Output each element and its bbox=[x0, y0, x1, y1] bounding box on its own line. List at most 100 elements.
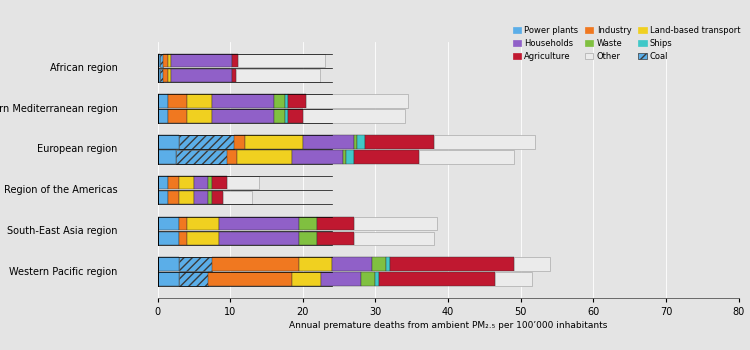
Bar bbox=[212, 191, 223, 204]
Bar bbox=[292, 272, 321, 286]
Bar bbox=[274, 109, 285, 123]
Bar bbox=[236, 69, 320, 82]
Bar bbox=[354, 150, 419, 164]
Bar bbox=[299, 257, 332, 271]
Bar bbox=[209, 176, 212, 189]
Bar bbox=[187, 217, 219, 230]
Bar bbox=[232, 69, 236, 82]
Bar bbox=[372, 257, 386, 271]
Bar bbox=[158, 150, 176, 164]
Bar bbox=[187, 232, 219, 245]
Bar bbox=[514, 257, 550, 271]
Bar bbox=[212, 94, 274, 108]
Bar bbox=[307, 94, 408, 108]
Bar bbox=[303, 135, 354, 149]
Bar bbox=[158, 94, 169, 108]
Bar bbox=[354, 217, 437, 230]
Bar bbox=[357, 135, 364, 149]
Bar bbox=[386, 257, 390, 271]
Bar bbox=[163, 69, 169, 82]
Bar bbox=[226, 150, 238, 164]
Bar bbox=[179, 191, 194, 204]
Bar bbox=[379, 272, 495, 286]
Bar bbox=[158, 135, 179, 149]
Bar bbox=[317, 232, 354, 245]
Text: South-East Asia region: South-East Asia region bbox=[7, 226, 118, 236]
Bar bbox=[285, 94, 288, 108]
Bar bbox=[179, 217, 187, 230]
Bar bbox=[158, 54, 160, 67]
Bar bbox=[158, 69, 160, 82]
Bar bbox=[187, 94, 212, 108]
Bar bbox=[343, 150, 346, 164]
Bar bbox=[169, 94, 187, 108]
Bar bbox=[354, 135, 357, 149]
Bar bbox=[170, 54, 232, 67]
Bar bbox=[212, 257, 299, 271]
Bar bbox=[317, 217, 354, 230]
Text: Western Pacific region: Western Pacific region bbox=[9, 267, 118, 276]
Bar bbox=[433, 135, 536, 149]
Bar bbox=[179, 272, 209, 286]
Bar bbox=[169, 191, 179, 204]
Bar bbox=[158, 176, 169, 189]
Bar bbox=[160, 69, 163, 82]
Bar bbox=[194, 176, 208, 189]
Bar bbox=[158, 272, 179, 286]
Bar bbox=[361, 272, 376, 286]
Bar bbox=[158, 217, 179, 230]
Bar bbox=[238, 150, 292, 164]
Bar bbox=[209, 191, 212, 204]
Bar bbox=[209, 272, 292, 286]
Bar bbox=[376, 272, 379, 286]
Bar bbox=[354, 232, 434, 245]
Bar bbox=[212, 176, 226, 189]
Bar bbox=[169, 109, 187, 123]
Legend: Power plants, Households, Agriculture, Industry, Waste, Other, Land-based transp: Power plants, Households, Agriculture, I… bbox=[513, 26, 740, 61]
Bar bbox=[288, 109, 303, 123]
Bar bbox=[292, 150, 343, 164]
Bar bbox=[194, 191, 208, 204]
Bar bbox=[285, 109, 288, 123]
Bar bbox=[219, 217, 299, 230]
Bar bbox=[179, 135, 234, 149]
Bar bbox=[303, 109, 404, 123]
Bar bbox=[160, 54, 163, 67]
Bar bbox=[223, 191, 252, 204]
Bar bbox=[332, 257, 372, 271]
Bar bbox=[321, 272, 361, 286]
Bar bbox=[232, 54, 238, 67]
Bar bbox=[169, 69, 170, 82]
Bar bbox=[495, 272, 532, 286]
Bar bbox=[163, 54, 169, 67]
Text: Region of the Americas: Region of the Americas bbox=[4, 185, 118, 195]
Bar bbox=[219, 232, 299, 245]
Bar bbox=[274, 94, 285, 108]
Bar bbox=[390, 257, 514, 271]
Bar bbox=[212, 109, 274, 123]
Bar bbox=[299, 232, 317, 245]
Bar bbox=[346, 150, 354, 164]
Bar bbox=[234, 135, 244, 149]
Bar bbox=[187, 109, 212, 123]
Bar bbox=[179, 176, 194, 189]
Bar bbox=[419, 150, 514, 164]
Bar bbox=[170, 69, 232, 82]
Bar bbox=[226, 176, 260, 189]
Bar bbox=[179, 257, 212, 271]
Bar bbox=[158, 232, 179, 245]
Text: African region: African region bbox=[50, 63, 118, 73]
Bar bbox=[169, 176, 179, 189]
Bar bbox=[176, 150, 226, 164]
X-axis label: Annual premature deaths from ambient PM₂.₅ per 100’000 inhabitants: Annual premature deaths from ambient PM₂… bbox=[289, 321, 608, 330]
Bar bbox=[158, 257, 179, 271]
Bar bbox=[299, 217, 317, 230]
Text: Eastern Mediterranean region: Eastern Mediterranean region bbox=[0, 104, 118, 114]
Bar bbox=[158, 191, 169, 204]
Bar bbox=[158, 109, 169, 123]
Bar bbox=[169, 54, 170, 67]
Bar bbox=[244, 135, 303, 149]
Text: European region: European region bbox=[38, 145, 118, 154]
Bar bbox=[288, 94, 307, 108]
Bar bbox=[364, 135, 434, 149]
